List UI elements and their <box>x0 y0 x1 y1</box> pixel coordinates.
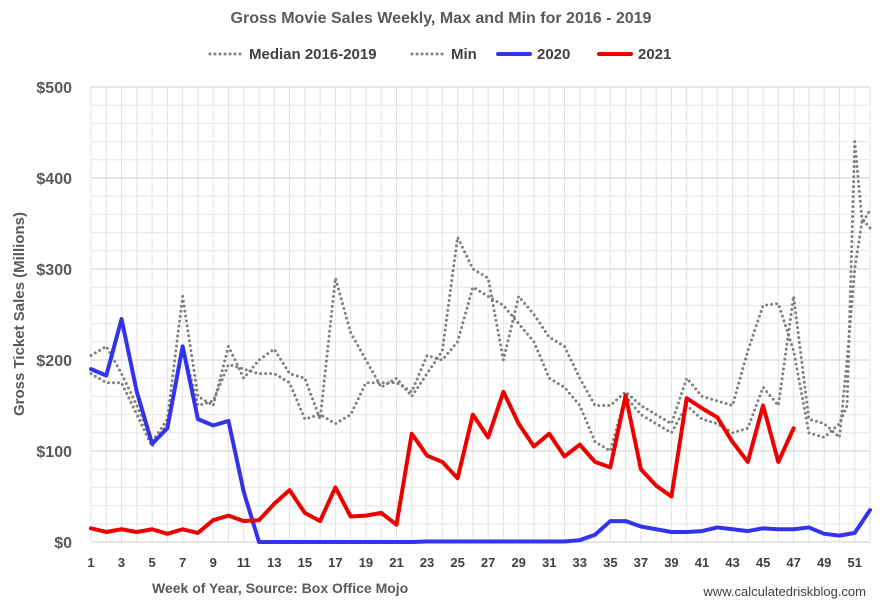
x-tick-label: 11 <box>237 555 251 570</box>
x-axis-label: Week of Year, Source: Box Office Mojo <box>152 580 408 596</box>
x-tick-label: 25 <box>450 555 464 570</box>
series-line-2020 <box>89 317 872 544</box>
legend-label-2020: 2020 <box>537 46 570 63</box>
y-axis-label: Gross Ticket Sales (Millions) <box>11 212 28 416</box>
legend-label-2021: 2021 <box>638 46 671 63</box>
x-tick-label: 9 <box>210 555 217 570</box>
x-tick-label: 21 <box>389 555 403 570</box>
source-credit: www.calculatedriskblog.com <box>702 584 866 599</box>
x-tick-label: 41 <box>695 555 709 570</box>
x-tick-label: 31 <box>542 555 556 570</box>
y-axis-ticks: $0 $100 $200 $300 $400 $500 <box>36 80 72 552</box>
x-tick-label: 35 <box>603 555 617 570</box>
y-tick-label: $400 <box>36 171 72 188</box>
x-tick-label: 43 <box>725 555 739 570</box>
x-tick-label: 33 <box>573 555 587 570</box>
y-tick-label: $100 <box>36 444 72 461</box>
series-layer <box>89 140 872 544</box>
x-tick-label: 15 <box>298 555 312 570</box>
x-axis-ticks: 1 3 5 7 9 11 13 15 17 19 21 23 25 27 29 31 33 35 37 39 41 43 4… <box>87 555 862 570</box>
x-tick-label: 7 <box>179 555 186 570</box>
x-tick-label: 27 <box>481 555 495 570</box>
x-tick-label: 39 <box>664 555 678 570</box>
x-tick-label: 13 <box>267 555 281 570</box>
y-tick-label: $0 <box>54 535 72 552</box>
series-line-2021 <box>89 389 796 536</box>
y-tick-label: $300 <box>36 262 72 279</box>
y-tick-label: $500 <box>36 80 72 97</box>
x-tick-label: 23 <box>420 555 434 570</box>
legend-label-min: Min <box>451 46 477 63</box>
x-tick-label: 37 <box>634 555 648 570</box>
x-tick-label: 19 <box>359 555 373 570</box>
x-tick-label: 3 <box>118 555 125 570</box>
legend-label-median-2016-2019: Median 2016-2019 <box>249 46 377 63</box>
x-tick-label: 49 <box>817 555 831 570</box>
x-tick-label: 1 <box>87 555 94 570</box>
series-line-median-2016-2019 <box>89 140 872 444</box>
x-tick-label: 45 <box>756 555 770 570</box>
x-tick-label: 51 <box>847 555 861 570</box>
chart-title: Gross Movie Sales Weekly, Max and Min fo… <box>231 10 652 27</box>
x-tick-label: 5 <box>148 555 155 570</box>
y-tick-label: $200 <box>36 353 72 370</box>
series-line-min <box>89 217 872 453</box>
x-tick-label: 17 <box>328 555 342 570</box>
legend: Median 2016-2019 Min 2020 2021 <box>208 46 671 63</box>
x-tick-label: 29 <box>511 555 525 570</box>
x-tick-label: 47 <box>786 555 800 570</box>
